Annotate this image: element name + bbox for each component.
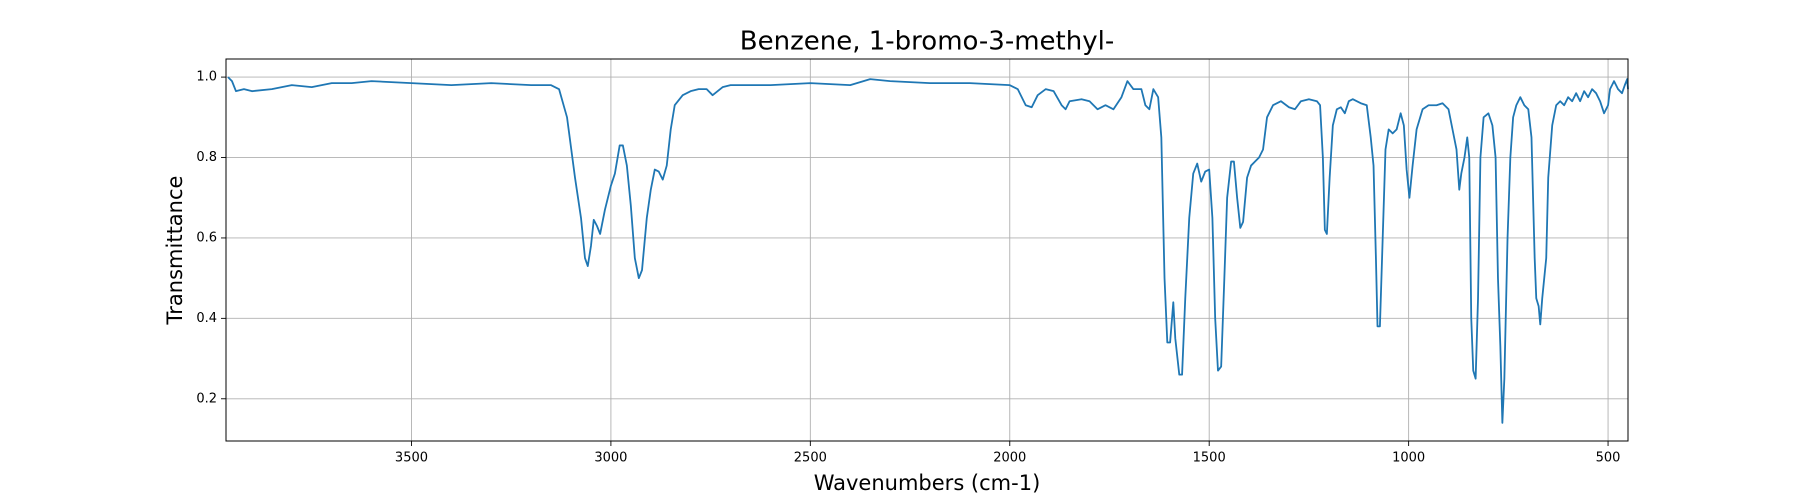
y-tick-label: 0.8	[196, 150, 217, 165]
x-axis-label: Wavenumbers (cm-1)	[814, 471, 1041, 495]
x-tick-label: 3500	[395, 451, 428, 466]
y-tick-label: 1.0	[196, 70, 217, 85]
x-tick-label: 1000	[1392, 451, 1425, 466]
plot-frame	[225, 58, 1629, 442]
chart-title: Benzene, 1-bromo-3-methyl-	[740, 27, 1114, 57]
x-tick-label: 2500	[794, 451, 827, 466]
spectrum-line	[227, 76, 1629, 424]
y-tick-label: 0.4	[196, 311, 217, 326]
y-axis-label: Transmittance	[163, 176, 187, 326]
y-tick-label: 0.6	[196, 230, 217, 245]
y-tick-label: 0.2	[196, 391, 217, 406]
x-tick-label: 1500	[1193, 451, 1226, 466]
x-tick-label: 3000	[594, 451, 627, 466]
x-tick-label: 500	[1596, 451, 1621, 466]
x-tick-label: 2000	[993, 451, 1026, 466]
